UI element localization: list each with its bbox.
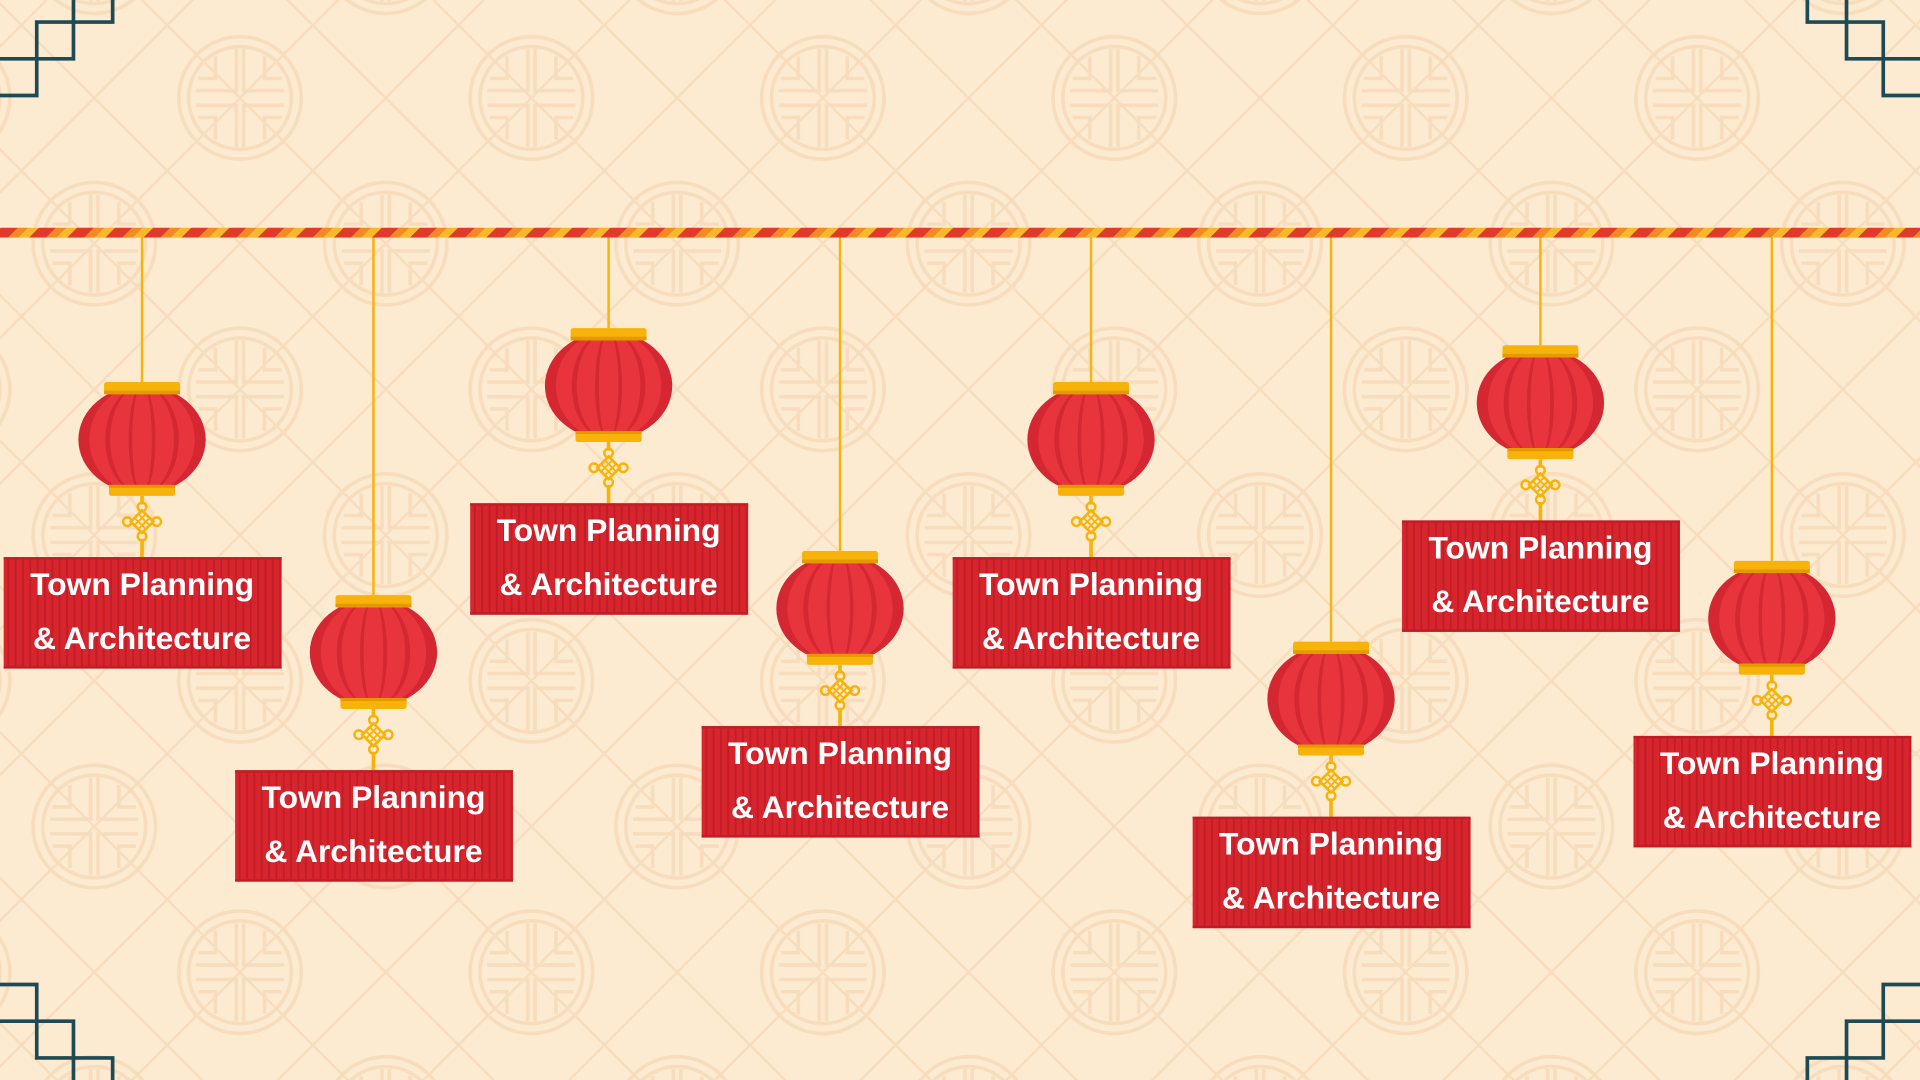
lantern-1: Town Planning & Architecture [3,232,282,669]
lantern-body [1476,348,1605,457]
lantern-bottom-cap [340,697,407,709]
lantern-top-cap [1502,345,1579,358]
label-line-2: & Architecture [1663,799,1881,835]
lantern-label: Town Planning & Architecture [1402,520,1680,632]
lantern-4: Town Planning & Architecture [701,232,980,838]
label-line-1: Town Planning [261,779,485,815]
lantern-body [1267,645,1395,754]
label-line-1: Town Planning [979,566,1203,602]
label-line-1: Town Planning [1660,745,1884,781]
label-line-1: Town Planning [728,735,952,771]
lantern-label: Town Planning & Architecture [470,503,749,615]
label-line-1: Town Planning [497,512,721,548]
lantern-top-cap [1053,382,1129,395]
lantern-bottom-cap [575,431,642,443]
lantern-body [1027,385,1155,494]
lantern-bottom-cap [806,653,874,665]
label-line-2: & Architecture [264,833,482,869]
lantern-label: Town Planning & Architecture [1192,816,1471,929]
label-line-1: Town Planning [1428,529,1652,565]
lantern-2: Town Planning & Architecture [235,232,514,882]
lantern-top-cap [104,382,180,395]
label-line-2: & Architecture [982,620,1200,656]
lantern-6: Town Planning & Architecture [1192,232,1471,929]
lantern-body [1708,564,1836,673]
lantern-body [776,554,904,663]
lantern-7: Town Planning & Architecture [1402,232,1680,632]
lantern-label: Town Planning & Architecture [701,726,980,838]
label-line-1: Town Planning [30,566,254,602]
lantern-bottom-cap [1507,448,1574,460]
lantern-top-cap [802,551,878,564]
label-line-2: & Architecture [33,620,251,656]
label-line-2: & Architecture [1431,583,1649,619]
lantern-body [309,598,438,707]
label-line-2: & Architecture [500,566,718,602]
lantern-5: Town Planning & Architecture [952,232,1231,669]
lantern-bottom-cap [1297,744,1365,756]
lantern-bottom-cap [1738,663,1805,675]
lantern-top-cap [570,328,647,341]
label-line-1: Town Planning [1219,826,1443,862]
lantern-top-cap [1733,560,1810,574]
lantern-label: Town Planning & Architecture [1633,735,1912,848]
lantern-top-cap [335,595,412,608]
lantern-bottom-cap [1057,484,1125,496]
lantern-label: Town Planning & Architecture [3,557,282,669]
lantern-label: Town Planning & Architecture [952,557,1231,669]
lantern-body [78,385,206,494]
label-line-2: & Architecture [1222,880,1440,916]
lantern-bottom-cap [108,484,176,496]
lantern-3: Town Planning & Architecture [470,232,749,615]
rope [0,227,1920,238]
label-line-2: & Architecture [731,789,949,825]
lantern-label: Town Planning & Architecture [235,770,514,882]
lantern-body [544,331,673,440]
lantern-8: Town Planning & Architecture [1633,232,1912,848]
lantern-top-cap [1293,641,1369,654]
